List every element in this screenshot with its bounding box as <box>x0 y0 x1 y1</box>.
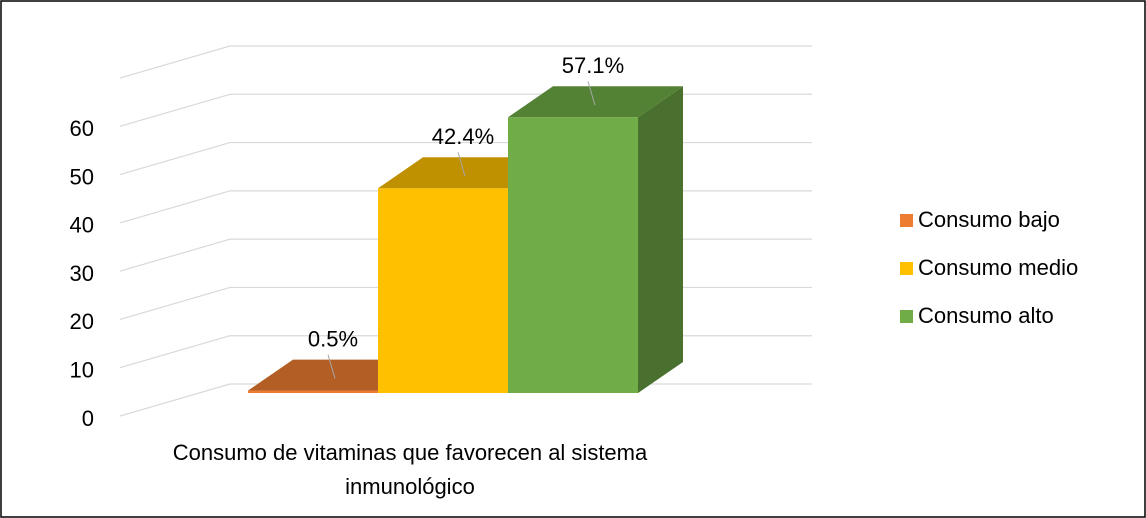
legend-label: Consumo alto <box>918 303 1054 328</box>
grid-line <box>119 141 231 176</box>
legend-swatch <box>900 214 913 227</box>
bar-top <box>508 86 683 118</box>
grid-line <box>119 286 231 321</box>
y-tick-label: 10 <box>70 358 94 383</box>
legend-label: Consumo medio <box>918 255 1078 280</box>
legend-swatch <box>900 262 913 275</box>
legend-label: Consumo bajo <box>918 207 1060 232</box>
y-tick-label: 60 <box>70 116 94 141</box>
legend-swatch <box>900 310 913 323</box>
grid-line <box>119 93 231 127</box>
data-label: 0.5% <box>308 326 358 351</box>
bar <box>508 117 638 393</box>
bar <box>378 188 508 393</box>
grid-line <box>119 383 231 417</box>
bar <box>248 390 378 393</box>
data-label: 42.4% <box>432 124 494 149</box>
grid-line <box>119 190 231 224</box>
y-tick-label: 40 <box>70 213 94 238</box>
leader-line <box>457 152 466 177</box>
bar-side <box>638 86 683 393</box>
y-tick-label: 30 <box>70 261 94 286</box>
x-category-label: Consumo de vitaminas que favorecen al si… <box>172 440 648 499</box>
grid-line <box>119 238 231 272</box>
grid-line <box>119 45 231 79</box>
grid-line <box>119 335 231 369</box>
y-tick-label: 50 <box>70 164 94 189</box>
leader-line <box>327 354 336 379</box>
data-label: 57.1% <box>562 53 624 78</box>
y-tick-label: 20 <box>70 309 94 334</box>
y-tick-label: 0 <box>82 406 94 431</box>
leader-line <box>587 81 596 106</box>
